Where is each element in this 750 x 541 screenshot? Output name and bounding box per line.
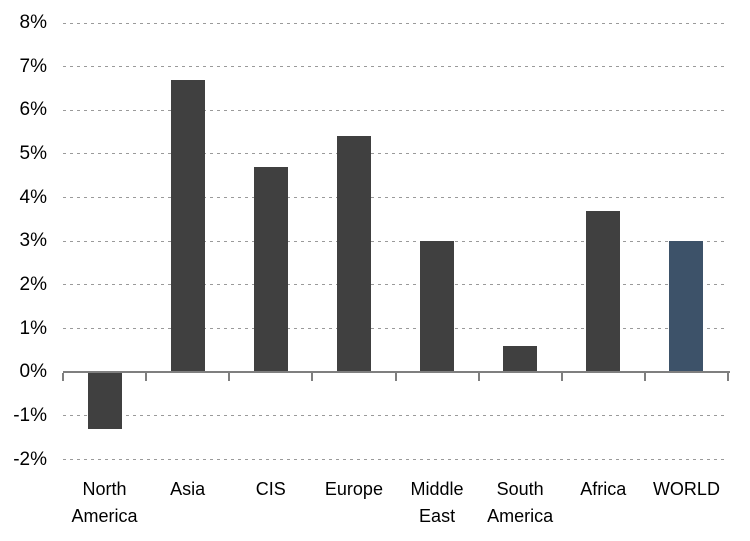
gridline--1 xyxy=(63,415,728,417)
x-axis-tick xyxy=(311,373,314,382)
bar-middle-east xyxy=(420,241,455,373)
gridline-1 xyxy=(63,328,728,330)
y-axis-tick-label: 8% xyxy=(19,12,47,33)
x-axis-label-asia: Asia xyxy=(170,479,206,499)
x-axis-label-south-america: South America xyxy=(487,479,554,526)
gridline-6 xyxy=(63,109,728,111)
x-axis-label-africa: Africa xyxy=(580,479,627,499)
x-axis-label-north-america: North America xyxy=(71,479,138,526)
gridline-7 xyxy=(63,66,728,68)
x-axis-tick xyxy=(62,373,64,382)
y-axis-tick-label: -2% xyxy=(13,448,47,470)
gridline-3 xyxy=(63,240,728,242)
bar-europe xyxy=(336,136,371,373)
gridline-2 xyxy=(63,284,728,286)
bar-africa xyxy=(586,210,621,373)
x-axis-label-cis: CIS xyxy=(255,479,286,499)
x-axis-tick xyxy=(145,373,148,382)
y-axis-tick-label: 6% xyxy=(19,99,47,121)
gridline-8 xyxy=(63,22,728,24)
x-axis-line xyxy=(63,371,730,374)
x-axis-tick xyxy=(643,373,646,382)
y-axis-tick-label: 1% xyxy=(19,317,47,339)
y-axis-tick-label: 0% xyxy=(19,361,47,383)
bar-north-america xyxy=(87,372,122,429)
gridline--2 xyxy=(63,459,728,460)
x-axis-label-world: WORLD xyxy=(652,479,720,499)
x-axis-tick xyxy=(394,373,397,382)
x-axis-tick xyxy=(560,373,563,382)
gridline-4 xyxy=(63,197,728,199)
x-axis-tick xyxy=(727,373,729,382)
x-axis-label-europe: Europe xyxy=(324,479,383,499)
bar-south-america xyxy=(503,346,538,373)
x-axis-tick xyxy=(228,373,231,382)
bar-asia xyxy=(170,79,205,373)
x-axis-label-middle-east: Middle East xyxy=(410,479,464,526)
y-axis-tick-label: 2% xyxy=(19,273,47,295)
bar-cis xyxy=(253,167,288,373)
gridline-5 xyxy=(63,153,728,155)
y-axis-tick-label: -1% xyxy=(13,404,47,426)
y-axis-tick-label: 4% xyxy=(19,186,47,208)
x-axis-tick xyxy=(477,373,480,382)
y-axis-tick-label: 7% xyxy=(19,55,47,77)
bar-world xyxy=(669,241,704,373)
y-axis-tick-label: 5% xyxy=(19,142,47,164)
y-axis-tick-label: 3% xyxy=(19,230,47,252)
